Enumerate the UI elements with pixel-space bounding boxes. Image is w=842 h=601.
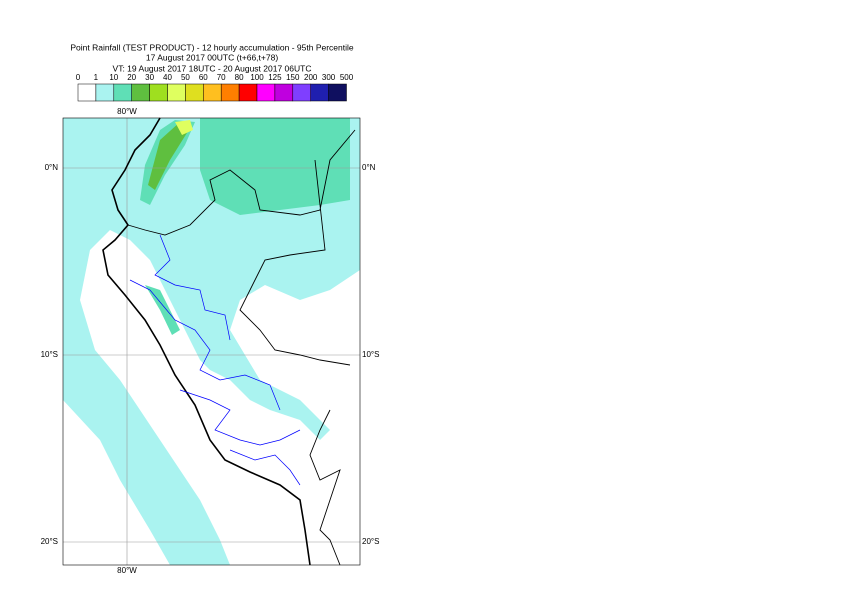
colorbar-label: 0 (76, 73, 81, 82)
colorbar-label: 50 (181, 73, 190, 82)
rain-area (175, 120, 193, 135)
colorbar-swatch (238, 83, 258, 102)
rain-area (200, 118, 350, 215)
title: VT: 19 August 2017 18UTC - 20 August 201… (113, 63, 312, 73)
colorbar-swatch (256, 83, 276, 102)
colorbar-label: 150 (286, 73, 300, 82)
colorbar-label: 125 (268, 73, 282, 82)
colorbar-label: 60 (199, 73, 208, 82)
lat-label: 20°S (362, 537, 379, 546)
colorbar: 0 1 10 20 30 40 50 60 70 80 100 125 150 200 300 500 (76, 73, 354, 102)
map (62, 117, 361, 566)
lon-label: 80°W (117, 566, 137, 575)
coastline (102, 117, 311, 566)
lat-label: 10°S (362, 350, 379, 359)
colorbar-label: 10 (109, 73, 118, 82)
lat-label: 20°S (41, 537, 58, 546)
colorbar-label: 300 (322, 73, 336, 82)
colorbar-label: 200 (304, 73, 318, 82)
border (127, 129, 356, 566)
region-border (129, 234, 301, 486)
rain-area (145, 285, 180, 335)
colorbar-swatch (274, 83, 294, 102)
colorbar-swatch (131, 83, 150, 102)
colorbar-swatch (220, 83, 240, 102)
colorbar-swatch (203, 83, 222, 102)
lat-label: 0°N (45, 163, 59, 172)
lon-label: 80°W (117, 107, 137, 116)
colorbar-swatch (149, 83, 168, 102)
colorbar-label: 20 (127, 73, 136, 82)
colorbar-swatch (95, 83, 115, 102)
lat-label: 10°S (41, 350, 58, 359)
colorbar-swatch (113, 83, 132, 102)
colorbar-label: 1 (94, 73, 99, 82)
colorbar-label: 40 (163, 73, 172, 82)
colorbar-label: 80 (235, 73, 244, 82)
map-frame (62, 117, 361, 566)
lat-label: 0°N (362, 163, 376, 172)
title: Point Rainfall (TEST PRODUCT) - 12 hourl… (70, 42, 354, 52)
colorbar-label: 500 (340, 73, 354, 82)
colorbar-swatch (185, 83, 204, 102)
title: 17 August 2017 00UTC (t+66,t+78) (146, 52, 278, 62)
colorbar-label: 70 (217, 73, 226, 82)
colorbar-swatch (292, 83, 311, 102)
colorbar-swatch (77, 83, 97, 102)
colorbar-swatch (310, 83, 329, 102)
rain-area (148, 122, 190, 190)
rain-area (63, 118, 360, 565)
colorbar-label: 100 (250, 73, 264, 82)
colorbar-label: 30 (145, 73, 154, 82)
colorbar-swatch (167, 83, 186, 102)
colorbar-swatch (328, 83, 347, 102)
